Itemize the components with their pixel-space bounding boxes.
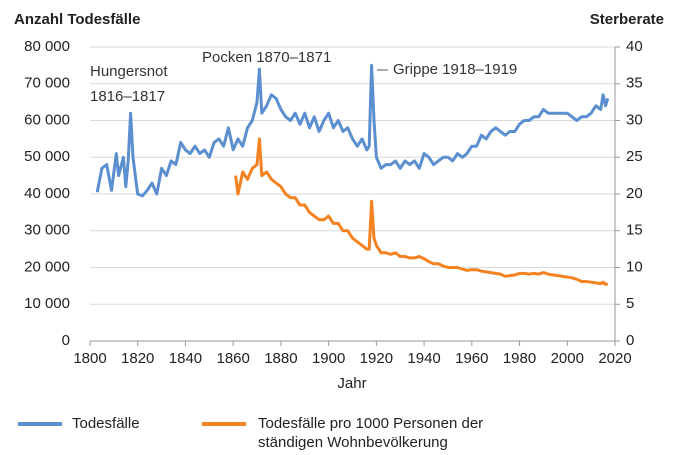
y2-tick-label: 10 <box>626 258 643 275</box>
y2-tick-label: 20 <box>626 185 643 202</box>
y-tick-label: 60 000 <box>24 111 70 128</box>
y2-tick-label: 5 <box>626 295 634 312</box>
x-axis-title: Jahr <box>337 375 366 392</box>
y2-tick-label: 0 <box>626 332 634 349</box>
annotation: 1816–1817 <box>90 88 165 105</box>
annotation: Grippe 1918–1919 <box>393 61 517 78</box>
y-tick-label: 50 000 <box>24 148 70 165</box>
x-tick-label: 1920 <box>360 350 393 367</box>
x-tick-label: 1940 <box>407 350 440 367</box>
y2-tick-label: 35 <box>626 75 643 92</box>
x-tick-label: 1820 <box>121 350 154 367</box>
y-tick-label: 70 000 <box>24 75 70 92</box>
x-tick-label: 1880 <box>264 350 297 367</box>
y-tick-label: 80 000 <box>24 38 70 55</box>
series-line <box>234 137 609 286</box>
legend-label: Todesfälle <box>72 415 140 432</box>
x-tick-label: 1840 <box>169 350 202 367</box>
y-tick-label: 20 000 <box>24 258 70 275</box>
x-tick-label: 1800 <box>73 350 106 367</box>
y-axis-title: Anzahl Todesfälle <box>14 11 140 28</box>
x-tick-label: 1900 <box>312 350 345 367</box>
y2-tick-label: 25 <box>626 148 643 165</box>
legend-label: Todesfälle pro 1000 Personen der ständig… <box>258 415 484 451</box>
y-tick-label: 0 <box>62 332 70 349</box>
y2-axis-title: Sterberate <box>590 11 664 28</box>
y2-tick-label: 15 <box>626 222 643 239</box>
y-tick-label: 30 000 <box>24 222 70 239</box>
y2-tick-label: 30 <box>626 111 643 128</box>
y-tick-label: 10 000 <box>24 295 70 312</box>
y2-tick-label: 40 <box>626 38 643 55</box>
annotation: Hungersnot <box>90 63 168 80</box>
x-tick-label: 1960 <box>455 350 488 367</box>
y-tick-label: 40 000 <box>24 185 70 202</box>
series-line <box>95 63 610 198</box>
annotation: Pocken 1870–1871 <box>202 49 331 66</box>
x-tick-label: 2020 <box>598 350 631 367</box>
x-tick-label: 1980 <box>503 350 536 367</box>
x-tick-label: 2000 <box>551 350 584 367</box>
x-tick-label: 1860 <box>216 350 249 367</box>
